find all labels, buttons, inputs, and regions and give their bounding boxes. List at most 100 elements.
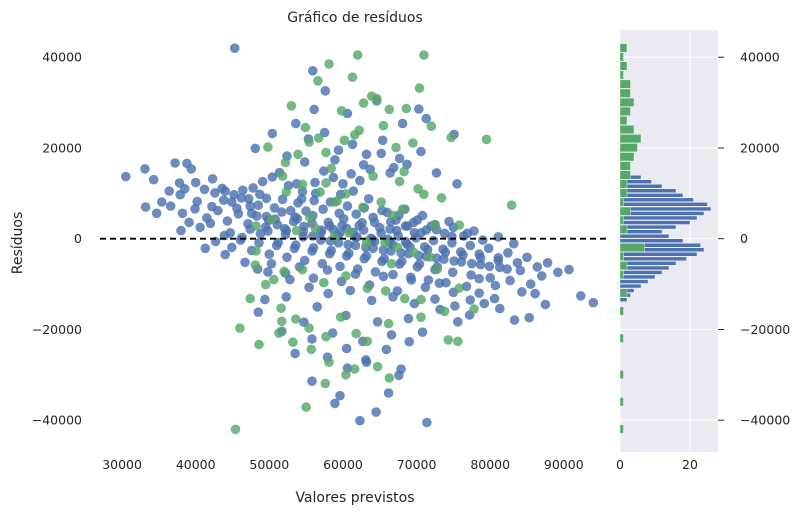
train-point xyxy=(449,256,459,266)
test-histogram-bar xyxy=(619,88,631,98)
test-point xyxy=(263,142,273,152)
test-histogram-bar xyxy=(619,224,628,234)
train-point xyxy=(376,148,387,159)
histogram-y-tick-label: 20000 xyxy=(740,141,780,156)
test-point xyxy=(432,264,443,274)
test-point xyxy=(416,294,426,305)
train-point xyxy=(505,275,515,286)
test-point xyxy=(251,221,261,231)
train-point xyxy=(318,204,328,214)
histogram-y-tick-label: 0 xyxy=(740,231,748,246)
test-point xyxy=(320,378,331,389)
train-point xyxy=(465,240,476,251)
train-point xyxy=(253,307,264,318)
test-point xyxy=(304,137,314,147)
train-point xyxy=(444,216,454,227)
test-histogram-bar xyxy=(619,125,635,135)
test-histogram-bar xyxy=(619,52,624,62)
train-point xyxy=(328,224,339,235)
train-point xyxy=(479,298,490,309)
train-point xyxy=(140,202,151,212)
test-histogram-bar xyxy=(619,252,624,262)
train-point xyxy=(240,257,250,268)
test-point xyxy=(341,271,351,281)
test-point xyxy=(230,424,241,435)
test-point xyxy=(408,247,419,258)
train-point xyxy=(386,330,397,340)
train-point xyxy=(348,186,359,196)
test-point xyxy=(391,142,401,153)
train-point xyxy=(394,370,404,381)
train-point xyxy=(277,207,287,217)
test-point xyxy=(315,187,325,197)
test-point xyxy=(436,193,447,203)
train-point xyxy=(165,201,176,211)
test-point xyxy=(408,138,418,148)
test-histogram-bar xyxy=(619,70,624,80)
test-point xyxy=(306,344,317,355)
train-point xyxy=(186,164,197,174)
train-point xyxy=(408,217,419,228)
train-point xyxy=(290,348,300,359)
histogram-y-tick-label: −20000 xyxy=(740,322,790,337)
test-histogram-bar xyxy=(619,134,642,144)
train-histogram-bar xyxy=(619,297,628,302)
test-histogram-bar xyxy=(619,143,638,153)
train-point xyxy=(267,128,278,139)
train-point xyxy=(246,208,257,219)
train-point xyxy=(389,162,399,173)
train-point xyxy=(255,228,266,239)
train-point xyxy=(493,255,504,266)
test-histogram-bar xyxy=(619,261,628,271)
test-histogram-bar xyxy=(619,61,628,71)
train-histogram-bar xyxy=(619,220,691,225)
train-point xyxy=(383,388,394,398)
train-point xyxy=(333,145,344,155)
test-point xyxy=(430,220,440,231)
test-point xyxy=(336,106,347,116)
test-point xyxy=(313,76,323,86)
test-point xyxy=(286,101,297,111)
train-point xyxy=(337,220,348,231)
train-point xyxy=(588,297,599,308)
train-point xyxy=(335,261,345,272)
x-tick-label: 80000 xyxy=(470,457,510,472)
train-point xyxy=(458,250,468,260)
train-point xyxy=(517,287,527,297)
train-point xyxy=(175,189,185,200)
train-point xyxy=(250,143,261,154)
train-point xyxy=(403,313,414,324)
train-point xyxy=(229,43,240,53)
train-point xyxy=(370,267,381,277)
test-histogram-bar xyxy=(619,370,624,379)
test-point xyxy=(304,323,314,333)
train-point xyxy=(207,201,217,212)
train-point xyxy=(423,275,434,285)
test-point xyxy=(297,264,308,275)
train-point xyxy=(512,258,523,268)
test-point xyxy=(339,135,350,146)
train-point xyxy=(363,194,374,204)
train-point xyxy=(323,288,334,299)
test-point xyxy=(281,187,292,197)
test-point xyxy=(414,83,425,93)
train-point xyxy=(237,232,247,243)
test-histogram-bar xyxy=(619,206,631,216)
train-point xyxy=(485,273,496,283)
test-histogram-bar xyxy=(619,397,624,407)
train-point xyxy=(402,159,412,170)
train-point xyxy=(375,223,385,233)
train-histogram-bar xyxy=(619,215,698,221)
train-point xyxy=(207,174,218,184)
train-point xyxy=(371,407,381,417)
train-point xyxy=(553,267,563,278)
train-point xyxy=(532,262,543,272)
train-point xyxy=(307,376,317,387)
test-point xyxy=(332,196,342,206)
train-point xyxy=(308,66,318,76)
test-point xyxy=(372,361,383,372)
train-point xyxy=(397,256,407,267)
train-point xyxy=(400,221,411,231)
test-point xyxy=(426,121,437,131)
